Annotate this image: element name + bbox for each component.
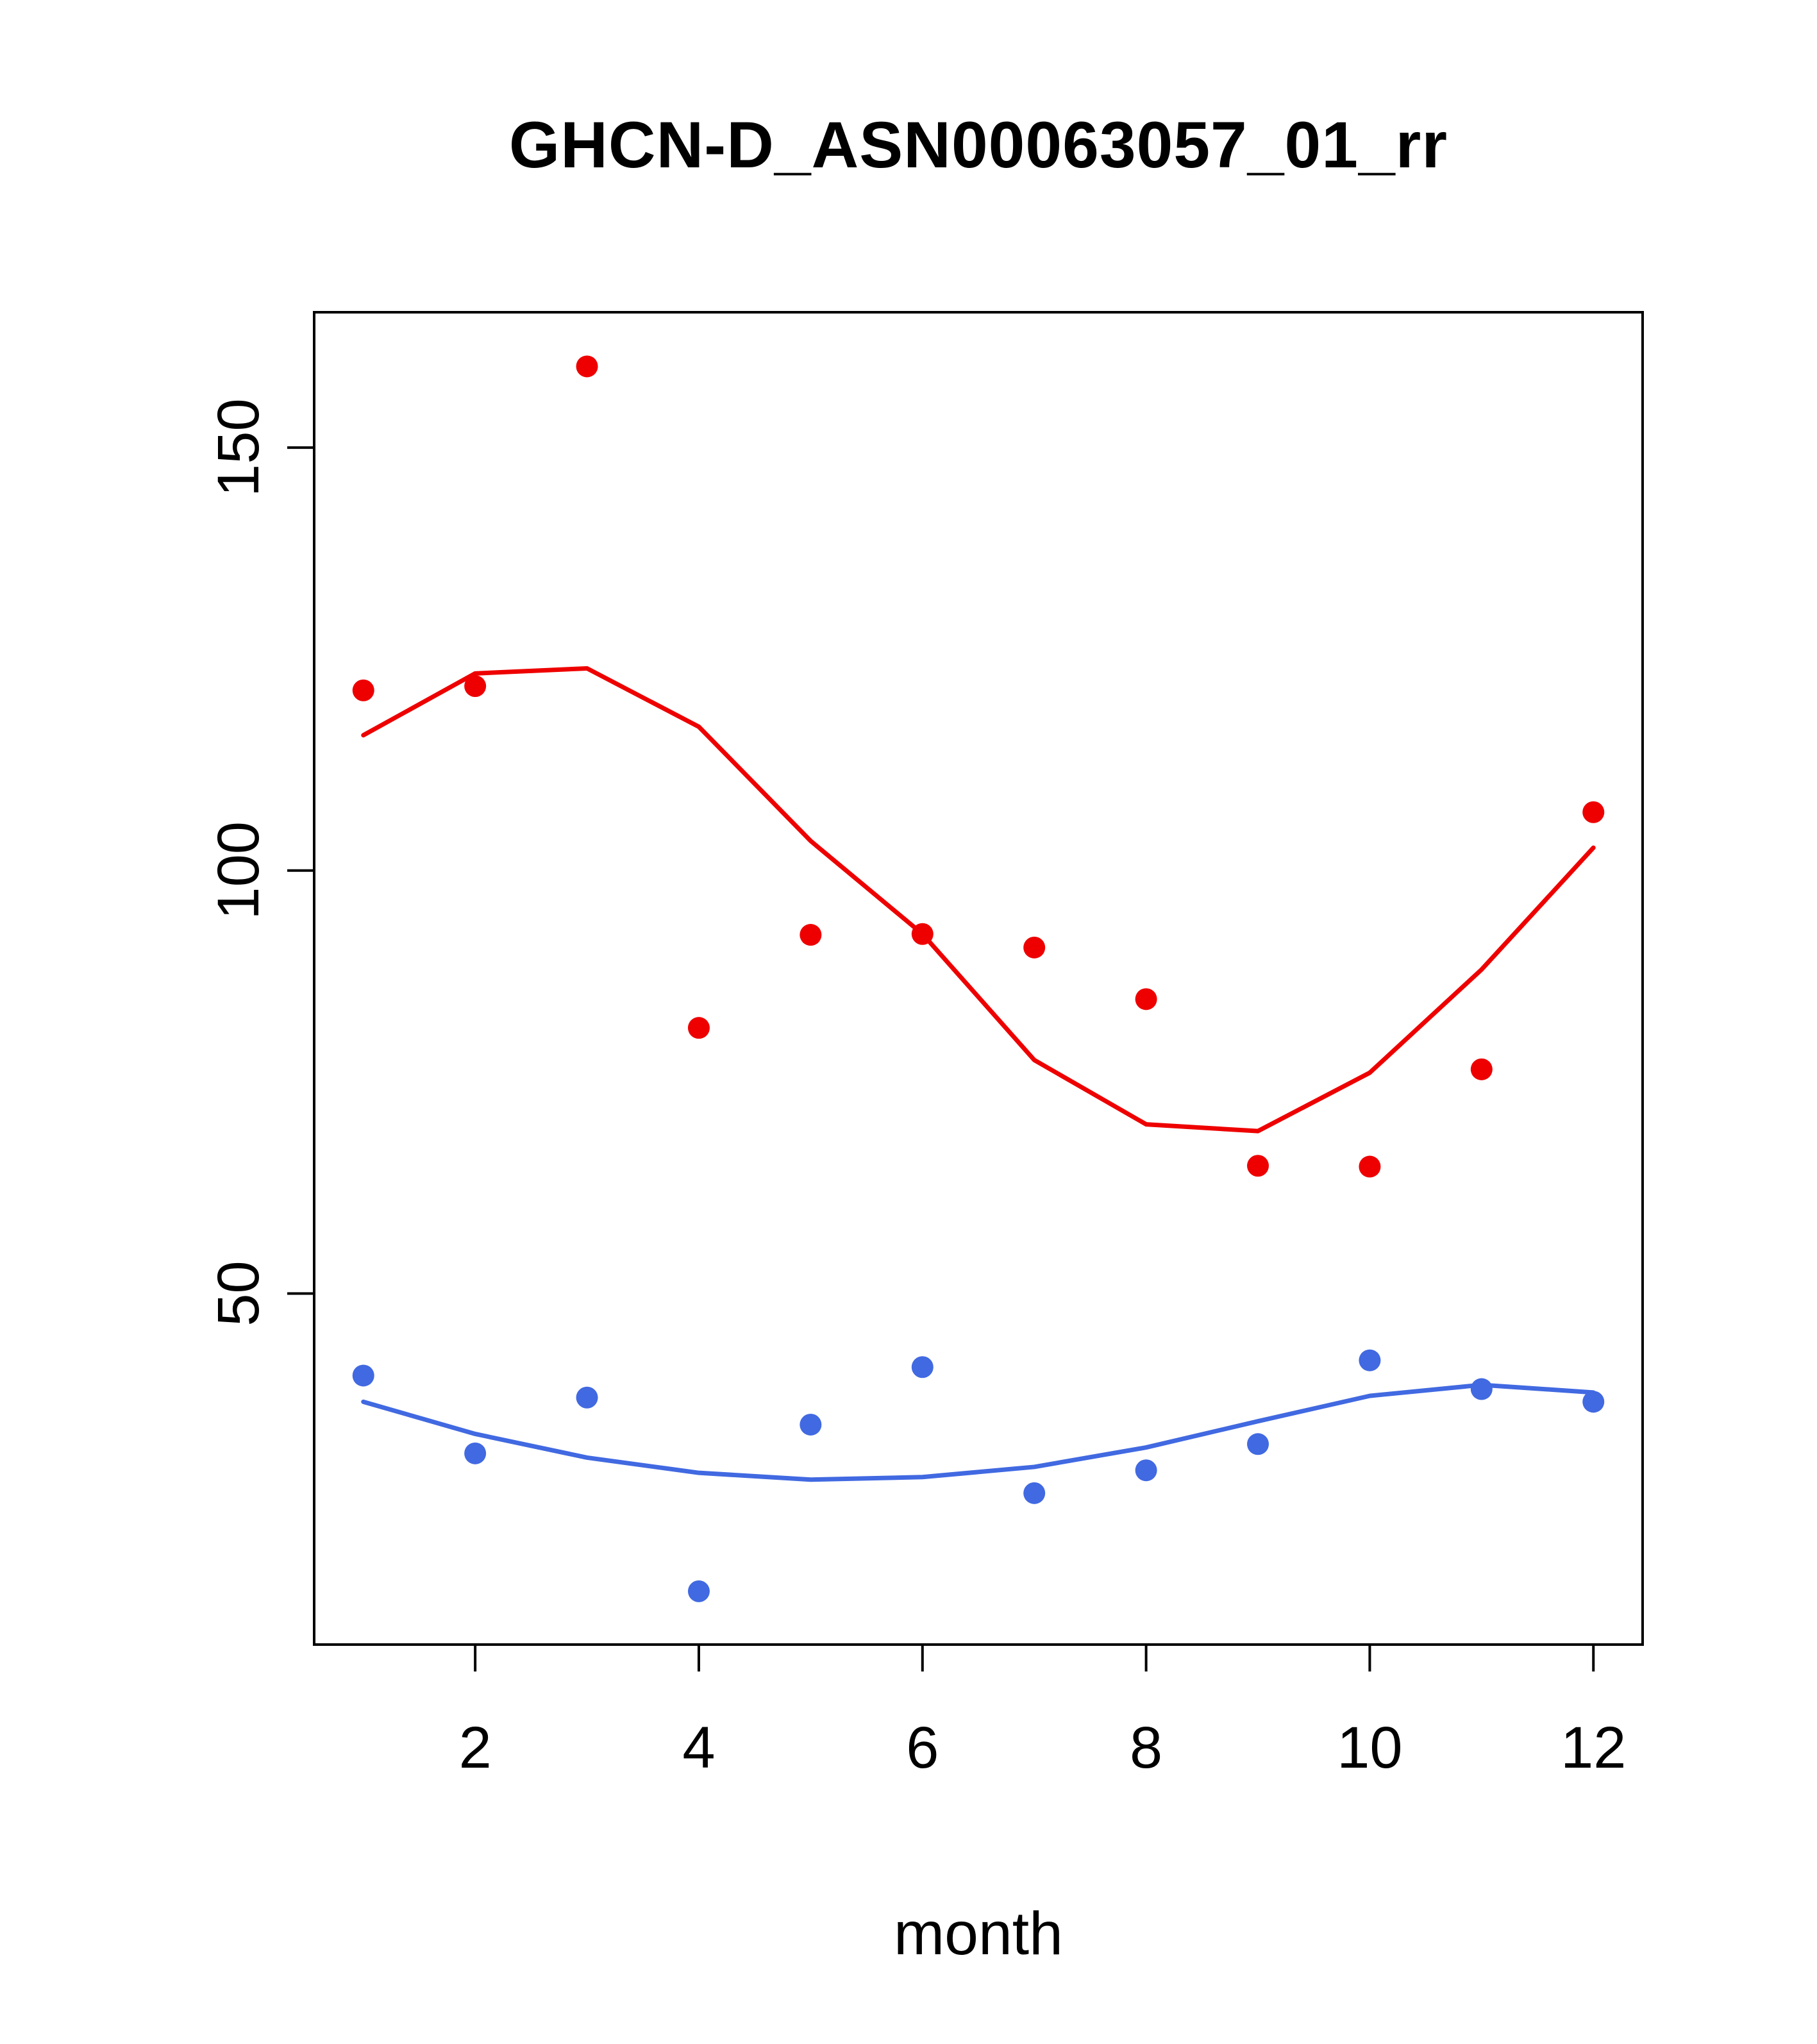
blue-point — [1023, 1482, 1046, 1504]
red-point — [1582, 801, 1605, 823]
blue-point — [352, 1364, 374, 1387]
red-point — [911, 923, 934, 945]
blue-point — [1247, 1433, 1269, 1455]
y-tick-label: 50 — [206, 1261, 271, 1326]
blue-point — [576, 1386, 598, 1409]
red-point — [464, 675, 487, 698]
red-point — [576, 355, 598, 378]
red-point — [1023, 936, 1046, 959]
y-tick-label: 100 — [206, 821, 271, 920]
plot-box — [313, 311, 1644, 1646]
x-axis-label: month — [893, 1900, 1064, 1968]
blue-point — [911, 1356, 934, 1378]
blue-point — [1470, 1378, 1493, 1400]
blue-point — [687, 1580, 710, 1602]
x-tick-label: 10 — [1337, 1715, 1402, 1780]
red-point — [687, 1017, 710, 1039]
y-tick-label: 150 — [206, 398, 271, 497]
blue-point — [1135, 1459, 1157, 1482]
red-point — [1470, 1058, 1493, 1080]
x-tick-label: 6 — [906, 1715, 939, 1780]
blue-point — [464, 1442, 487, 1464]
x-tick-label: 2 — [459, 1715, 492, 1780]
x-tick-label: 8 — [1130, 1715, 1162, 1780]
chart-title: GHCN-D_ASN00063057_01_rr — [508, 108, 1448, 181]
red-point — [800, 924, 822, 946]
red-point — [1247, 1155, 1269, 1177]
red-smooth-line — [361, 666, 1596, 1134]
blue-point — [800, 1413, 822, 1436]
red-point — [1359, 1155, 1381, 1178]
red-point — [1135, 988, 1157, 1010]
x-tick-label: 4 — [682, 1715, 715, 1780]
blue-point — [1582, 1391, 1605, 1413]
blue-smooth-line — [361, 1382, 1596, 1482]
blue-point — [1359, 1349, 1381, 1371]
red-point — [352, 679, 374, 701]
x-tick-label: 12 — [1561, 1715, 1626, 1780]
